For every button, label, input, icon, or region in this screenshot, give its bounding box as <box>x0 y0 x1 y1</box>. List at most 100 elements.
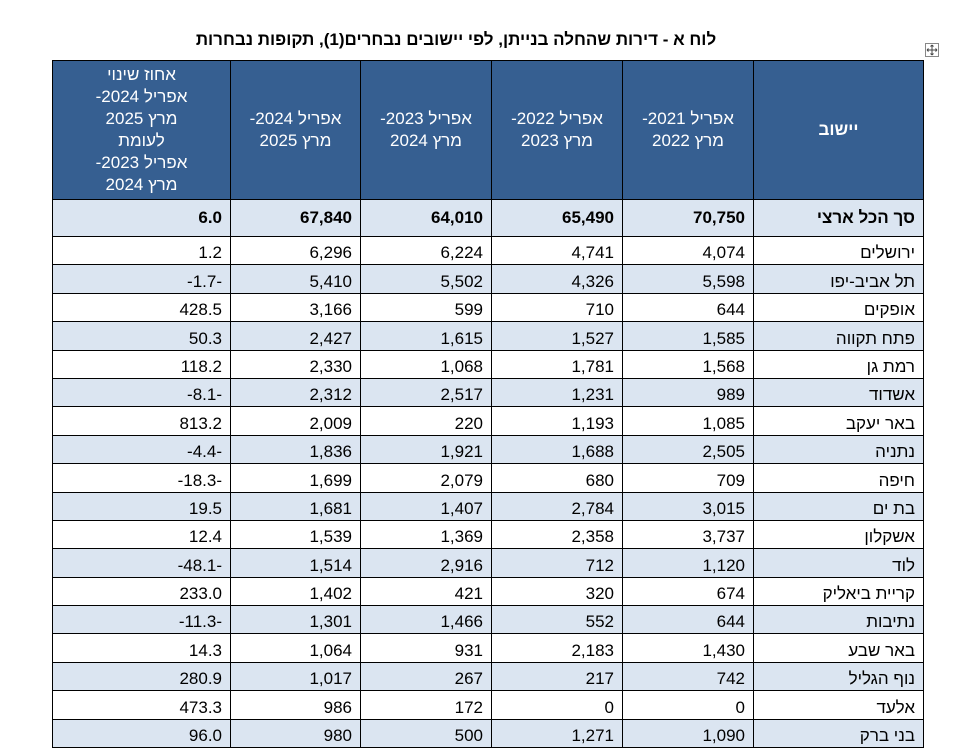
cell: 712 <box>491 548 623 578</box>
cell: 2,312 <box>230 377 361 408</box>
cell: 5,410 <box>230 264 361 294</box>
cell: 70,750 <box>622 199 754 237</box>
cell: 3,166 <box>230 292 361 323</box>
cell: 5,502 <box>360 264 492 294</box>
cell: 674 <box>622 576 754 607</box>
cell: 2,183 <box>491 633 623 663</box>
table-row: בת ים 3,015 2,784 1,407 1,681 19.5 <box>52 491 924 521</box>
total-row: סך הכל ארצי 70,750 65,490 64,010 67,840 6.0 <box>52 199 924 237</box>
cell: 172 <box>360 690 492 720</box>
cell: 2,784 <box>491 491 623 521</box>
cell: 0 <box>491 690 623 720</box>
table-row: אלעד 0 0 172 986 473.3 <box>52 690 924 720</box>
cell: -18.3- <box>52 463 231 493</box>
cell: -48.1- <box>52 548 231 578</box>
cell: -4.4- <box>52 434 231 465</box>
row-label: אשקלון <box>753 519 924 550</box>
cell: 989 <box>622 377 754 408</box>
cell: 1,271 <box>491 718 623 749</box>
cell: 280.9 <box>52 661 231 692</box>
cell: 14.3 <box>52 633 231 663</box>
cell: 710 <box>491 292 623 323</box>
cell: 50.3 <box>52 321 231 351</box>
row-label: נתיבות <box>753 605 924 635</box>
cell: 1,514 <box>230 548 361 578</box>
data-table: יישוב אפריל 2021- מרץ 2022 אפריל 2022- מרץ… <box>52 60 924 749</box>
cell: 428.5 <box>52 292 231 323</box>
row-label: בת ים <box>753 491 924 521</box>
cell: 12.4 <box>52 519 231 550</box>
row-label: סך הכל ארצי <box>753 199 924 237</box>
row-label: באר יעקב <box>753 406 924 436</box>
cell: 709 <box>622 463 754 493</box>
cell: 813.2 <box>52 406 231 436</box>
table-row: קריית ביאליק 674 320 421 1,402 233.0 <box>52 576 924 607</box>
cell: -11.3- <box>52 605 231 635</box>
cell: 599 <box>360 292 492 323</box>
header-cell: יישוב <box>753 60 924 200</box>
cell: 1,781 <box>491 349 623 379</box>
cell: 1,120 <box>622 548 754 578</box>
cell: 421 <box>360 576 492 607</box>
cell: 3,015 <box>622 491 754 521</box>
cell: 267 <box>360 661 492 692</box>
table-row: אשדוד 989 1,231 2,517 2,312 -8.1- <box>52 377 924 408</box>
cell: 1,193 <box>491 406 623 436</box>
cell: 1,539 <box>230 519 361 550</box>
cell: 1,466 <box>360 605 492 635</box>
header-cell: אחוז שינוי אפריל 2024- מרץ 2025 לעומת אפ… <box>52 60 231 200</box>
cell: 1,402 <box>230 576 361 607</box>
cell: 2,916 <box>360 548 492 578</box>
cell: 1,585 <box>622 321 754 351</box>
row-label: נתניה <box>753 434 924 465</box>
cell: 0 <box>622 690 754 720</box>
cell: 3,737 <box>622 519 754 550</box>
cell: 4,741 <box>491 235 623 266</box>
cell: 64,010 <box>360 199 492 237</box>
row-label: בני ברק <box>753 718 924 749</box>
cell: 1,064 <box>230 633 361 663</box>
row-label: אלעד <box>753 690 924 720</box>
header-cell: אפריל 2024- מרץ 2025 <box>230 60 361 200</box>
cell: 2,009 <box>230 406 361 436</box>
cell: 19.5 <box>52 491 231 521</box>
cell: 2,330 <box>230 349 361 379</box>
cell: 96.0 <box>52 718 231 749</box>
cell: 1,921 <box>360 434 492 465</box>
cell: -1.7- <box>52 264 231 294</box>
cell: 5,598 <box>622 264 754 294</box>
table-row: באר יעקב 1,085 1,193 220 2,009 813.2 <box>52 406 924 436</box>
cell: 2,427 <box>230 321 361 351</box>
cell: 552 <box>491 605 623 635</box>
row-label: רמת גן <box>753 349 924 379</box>
row-label: אופקים <box>753 292 924 323</box>
cell: 500 <box>360 718 492 749</box>
header-cell: אפריל 2023- מרץ 2024 <box>360 60 492 200</box>
cell: 67,840 <box>230 199 361 237</box>
table-row: אשקלון 3,737 2,358 1,369 1,539 12.4 <box>52 519 924 550</box>
row-label: נוף הגליל <box>753 661 924 692</box>
row-label: תל אביב-יפו <box>753 264 924 294</box>
cell: 1.2 <box>52 235 231 266</box>
cell: 980 <box>230 718 361 749</box>
table-title: לוח א - דירות שהחלה בנייתן, לפי יישובים … <box>195 30 717 49</box>
row-label: אשדוד <box>753 377 924 408</box>
table-row: נתניה 2,505 1,688 1,921 1,836 -4.4- <box>52 434 924 465</box>
table-row: חיפה 709 680 2,079 1,699 -18.3- <box>52 463 924 493</box>
cell: 6.0 <box>52 199 231 237</box>
cell: 2,517 <box>360 377 492 408</box>
cell: 1,527 <box>491 321 623 351</box>
cell: 217 <box>491 661 623 692</box>
cell: 220 <box>360 406 492 436</box>
table-row: בני ברק 1,090 1,271 500 980 96.0 <box>52 718 924 749</box>
cell: 6,224 <box>360 235 492 266</box>
row-label: לוד <box>753 548 924 578</box>
cell: 1,430 <box>622 633 754 663</box>
row-label: קריית ביאליק <box>753 576 924 607</box>
table-row: רמת גן 1,568 1,781 1,068 2,330 118.2 <box>52 349 924 379</box>
cell: 473.3 <box>52 690 231 720</box>
header-cell: אפריל 2022- מרץ 2023 <box>491 60 623 200</box>
cell: 1,615 <box>360 321 492 351</box>
cell: 1,836 <box>230 434 361 465</box>
cell: 4,074 <box>622 235 754 266</box>
